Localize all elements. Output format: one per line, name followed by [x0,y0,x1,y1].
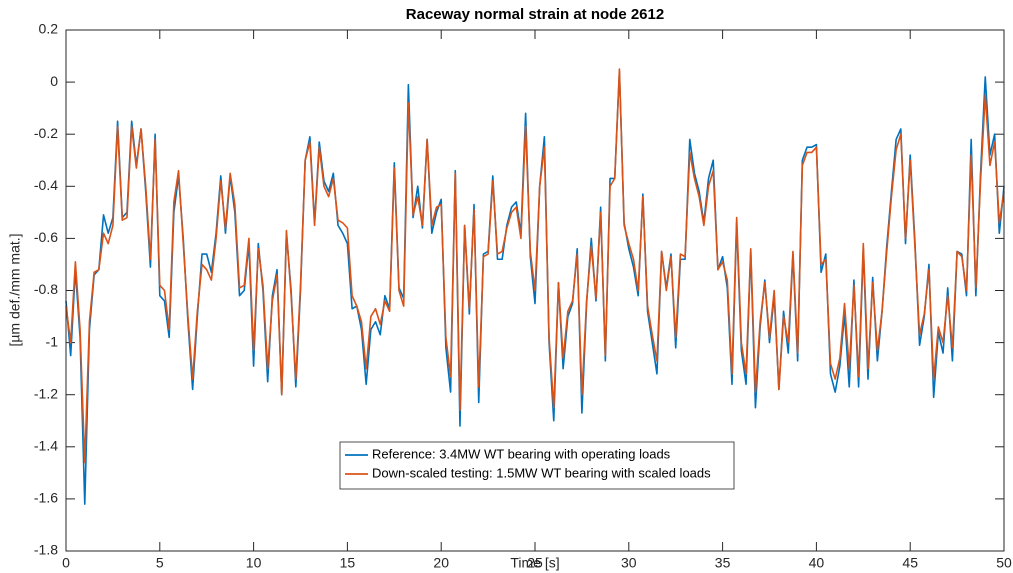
x-tick-label: 30 [621,555,637,571]
y-tick-label: 0.2 [39,21,59,37]
y-tick-label: -1.6 [34,490,58,506]
y-axis-label: [µm def./mm mat.] [7,233,23,346]
legend-label: Down-scaled testing: 1.5MW WT bearing wi… [372,465,711,480]
y-tick-label: -1 [46,333,59,349]
y-tick-label: 0 [50,73,58,89]
chart-title: Raceway normal strain at node 2612 [406,6,664,23]
y-tick-label: -1.8 [34,542,58,558]
x-tick-label: 20 [433,555,449,571]
y-tick-label: -0.6 [34,229,58,245]
series-line [65,68,1005,464]
legend-box [339,441,735,490]
x-tick-label: 5 [156,555,164,571]
y-tick-label: -1.2 [34,385,58,401]
x-tick-label: 0 [62,555,70,571]
legend-label: Reference: 3.4MW WT bearing with operati… [372,446,671,461]
y-tick-label: -0.2 [34,125,58,141]
y-tick-label: -1.4 [34,438,58,454]
x-tick-label: 40 [809,555,825,571]
x-tick-label: 50 [996,555,1012,571]
x-tick-label: 10 [246,555,262,571]
x-tick-label: 25 [527,555,543,571]
x-tick-label: 45 [902,555,918,571]
x-tick-label: 35 [715,555,731,571]
legend: Reference: 3.4MW WT bearing with operati… [339,441,735,490]
axes-box [65,29,1005,552]
y-tick-label: -0.8 [34,281,58,297]
plot-area [65,29,1005,552]
x-axis-label: Time [s] [510,555,559,571]
x-tick-label: 15 [340,555,356,571]
y-tick-label: -0.4 [34,177,58,193]
